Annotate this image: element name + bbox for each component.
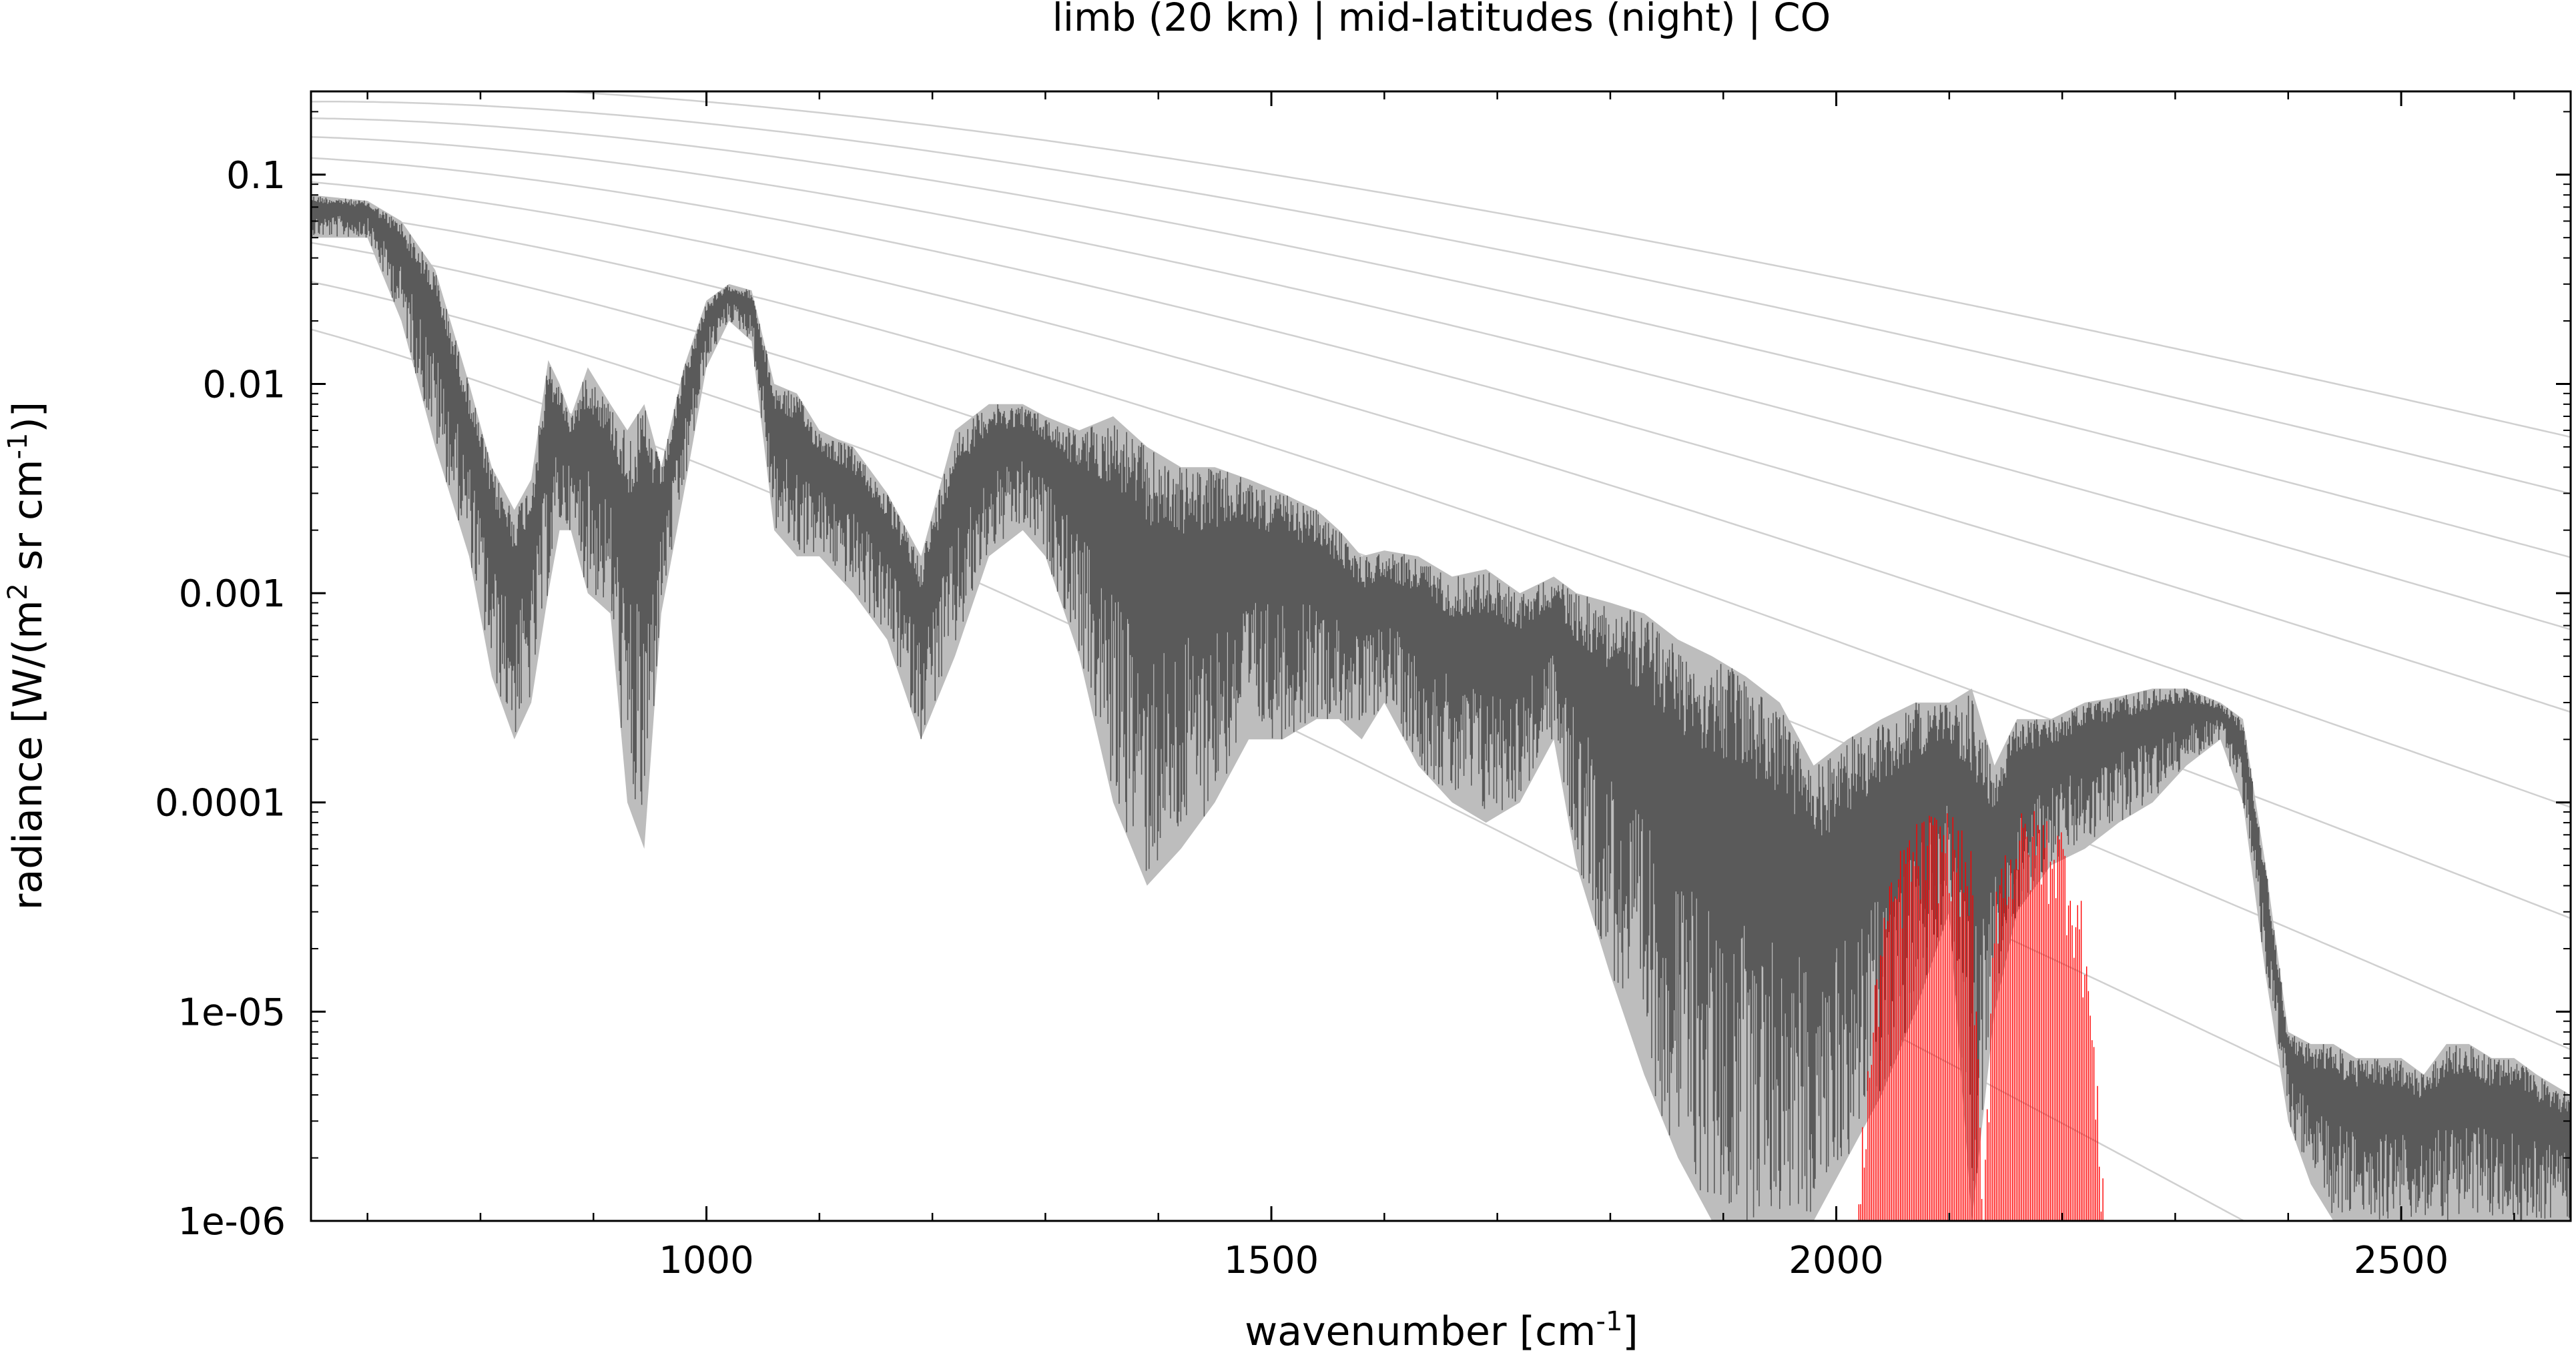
y-tick-label: 0.001 [179,572,286,616]
planck-curve-300k [311,135,2571,630]
co-contribution-spectrum [1858,811,2108,1221]
y-axis-title: radiance [W/(m2 sr cm-1)] [3,402,51,910]
y-tick-label: 0.0001 [155,782,286,825]
axes: 1000 1500 2000 2500 0.1 0.01 0.001 0.0001 1e-05 1… [155,91,2571,1282]
x-axis-title: wavenumber [cm-1] [1245,1306,1638,1355]
y-tick-label: 1e-06 [178,1200,286,1244]
planck-curve-340k [311,101,2571,495]
y-tick-label: 0.01 [202,363,286,406]
y-tick-label: 1e-05 [178,991,286,1034]
radiance-spectrum [311,195,2571,1221]
planck-curve-280k [311,157,2571,713]
y-tick-label: 0.1 [226,154,286,197]
planck-curve-260k [311,181,2571,809]
x-tick-label: 2000 [1789,1239,1884,1282]
chart-title: limb (20 km) | mid-latitudes (night) | C… [1052,0,1831,40]
x-tick-label: 1000 [659,1239,754,1282]
co-spectrum-lines [1858,811,2108,1221]
planck-curve-240k [311,209,2571,919]
planck-curve-320k [311,117,2571,558]
x-tick-label: 1500 [1224,1239,1319,1282]
radiance-spectrum-lines [311,196,2571,1221]
planck-curve-360k [544,91,2571,438]
x-tick-label: 2500 [2354,1239,2449,1282]
